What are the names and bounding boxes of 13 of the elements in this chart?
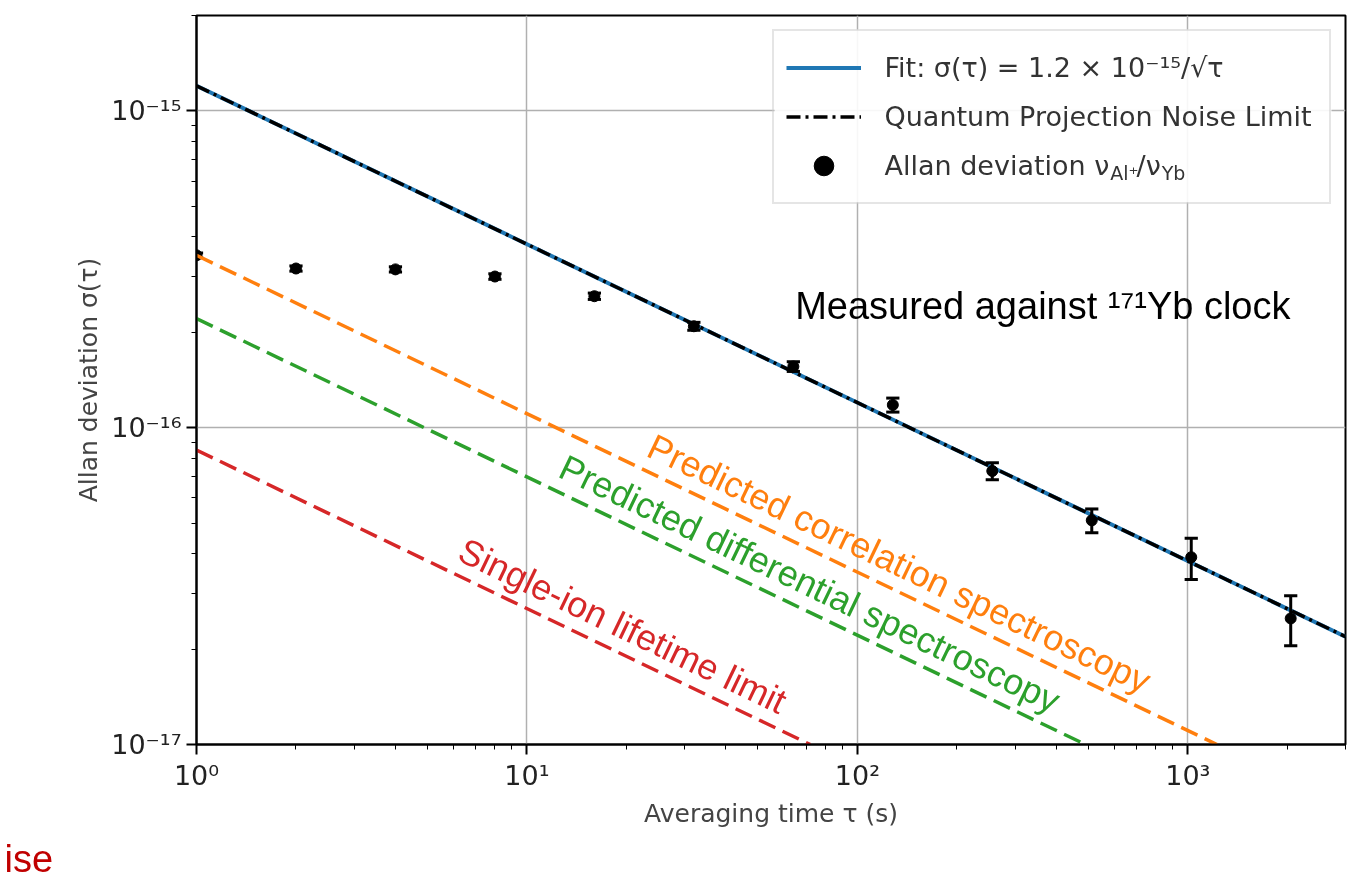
y-axis-title: Allan deviation σ(τ) <box>74 257 104 503</box>
x-tick-label: 10⁰ <box>173 759 220 791</box>
x-tick-label: 10¹ <box>504 759 550 791</box>
annotation: Measured against ¹⁷¹Yb clock <box>795 284 1292 327</box>
legend-label: Fit: σ(τ) = 1.2 × 10⁻¹⁵/√τ <box>884 51 1224 83</box>
y-tick-label: 10⁻¹⁶ <box>111 412 182 444</box>
x-axis-title: Averaging time τ (s) <box>644 798 898 828</box>
text: ise <box>4 837 54 880</box>
x-tick-label: 10² <box>834 759 880 791</box>
x-tick-label: 10³ <box>1165 759 1211 791</box>
y-tick-label: 10⁻¹⁵ <box>111 95 182 127</box>
y-tick-label: 10⁻¹⁷ <box>111 729 182 760</box>
legend-label: Quantum Projection Noise Limit <box>884 100 1312 132</box>
